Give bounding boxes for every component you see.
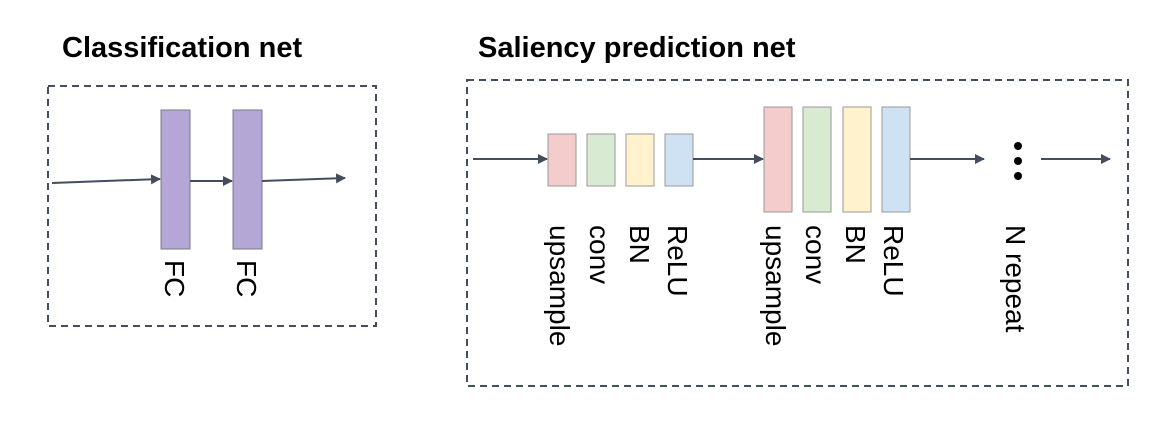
relu-block-1 xyxy=(664,133,694,187)
bn-block-1 xyxy=(625,133,655,187)
ellipsis-dot-2 xyxy=(1014,157,1022,165)
fc-label-1: FC xyxy=(159,260,190,297)
saliency-net-frame xyxy=(466,79,1129,387)
fc-layer-1 xyxy=(160,109,191,250)
saliency-net-title: Saliency prediction net xyxy=(478,32,796,64)
conv-label-1: conv xyxy=(584,225,615,284)
relu-label-1: ReLU xyxy=(662,225,693,297)
bn-block-2 xyxy=(842,106,872,213)
classification-net-title: Classification net xyxy=(62,32,302,64)
upsample-label-1: upsample xyxy=(544,225,575,346)
upsample-block-2 xyxy=(763,106,793,213)
upsample-block-1 xyxy=(547,133,577,187)
classification-output-arrow xyxy=(261,173,346,184)
classification-net-frame xyxy=(47,85,377,327)
ellipsis-dot-1 xyxy=(1014,142,1022,150)
classification-input-arrow xyxy=(51,174,161,185)
n-repeat-label: N repeat xyxy=(1000,225,1031,333)
upsample-label-2: upsample xyxy=(760,225,791,346)
bn-label-1: BN xyxy=(624,225,655,264)
relu-label-2: ReLU xyxy=(878,225,909,297)
relu-block-2 xyxy=(881,106,911,213)
fc-layer-2 xyxy=(232,109,263,250)
conv-label-2: conv xyxy=(800,225,831,284)
conv-block-1 xyxy=(586,133,616,187)
conv-block-2 xyxy=(802,106,832,213)
fc-label-2: FC xyxy=(231,260,262,297)
ellipsis-dot-3 xyxy=(1014,172,1022,180)
bn-label-2: BN xyxy=(840,225,871,264)
